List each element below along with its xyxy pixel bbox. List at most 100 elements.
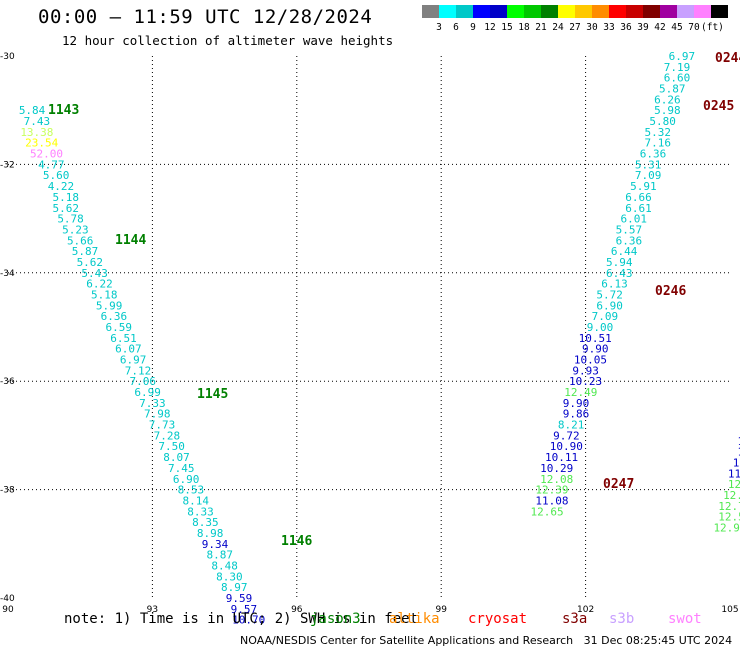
legend-swatch xyxy=(660,5,677,18)
legend-swatch xyxy=(473,5,490,18)
legend-swatch xyxy=(694,5,711,18)
y-tick-label: -36 xyxy=(0,377,15,387)
swh-value: 12.65 xyxy=(531,505,564,518)
swh-value: 7.06 xyxy=(130,375,157,388)
swh-value: 7.98 xyxy=(144,408,171,421)
swh-value: 10.29 xyxy=(540,462,573,475)
swh-value: 6.44 xyxy=(611,245,638,258)
swh-value: 12.55 xyxy=(723,489,740,502)
swh-value: 6.60 xyxy=(664,72,691,85)
swh-value: 10.50 xyxy=(738,435,740,448)
pass-time-label: 1146 xyxy=(281,534,312,549)
swh-value: 8.30 xyxy=(216,570,243,583)
swh-value: 5.99 xyxy=(96,299,123,312)
swh-value: 5.78 xyxy=(57,213,84,226)
legend-swatch xyxy=(456,5,473,18)
swh-value: 6.59 xyxy=(105,321,132,334)
swh-value: 8.33 xyxy=(187,505,214,518)
swh-value: 9.86 xyxy=(563,408,590,421)
swh-value: 5.98 xyxy=(654,104,681,117)
y-tick-label: -38 xyxy=(0,486,15,496)
swh-value: 10.11 xyxy=(545,451,578,464)
pass-time-label: 0245 xyxy=(703,99,734,114)
swh-value: 4.22 xyxy=(48,180,75,193)
swh-value: 8.98 xyxy=(197,527,224,540)
swh-value: 8.21 xyxy=(558,419,585,432)
satellite-label-altika: altika xyxy=(389,611,440,627)
satellite-label-s3b: s3b xyxy=(609,611,635,627)
swh-value: 7.16 xyxy=(645,137,672,150)
subtitle: 12 hour collection of altimeter wave hei… xyxy=(62,33,394,48)
satellite-label-cryosat: cryosat xyxy=(468,611,528,627)
swh-value: 10.90 xyxy=(550,440,583,453)
swh-value: 6.61 xyxy=(625,202,652,215)
swh-value: 7.28 xyxy=(154,429,181,442)
y-tick-label: -40 xyxy=(0,594,15,604)
swh-value: 7.45 xyxy=(168,462,195,475)
swh-value: 5.62 xyxy=(53,202,80,215)
swh-value: 6.90 xyxy=(173,473,200,486)
swh-value: 6.51 xyxy=(110,332,137,345)
y-tick-label: -30 xyxy=(0,52,15,62)
swh-value: 6.36 xyxy=(101,310,128,323)
legend-swatch xyxy=(592,5,609,18)
legend-label: 70 xyxy=(688,22,700,33)
swh-value: 10.70 xyxy=(232,614,265,627)
satellite-label-s3a: s3a xyxy=(562,611,588,627)
swh-value: 5.80 xyxy=(649,115,676,128)
legend-swatch xyxy=(558,5,575,18)
swh-value: 6.90 xyxy=(596,299,623,312)
legend-swatch xyxy=(541,5,558,18)
legend-swatch xyxy=(677,5,694,18)
swh-value: 6.22 xyxy=(86,278,113,291)
legend-label: 9 xyxy=(470,22,476,33)
swh-value: 4.77 xyxy=(38,158,65,171)
swh-value: 8.35 xyxy=(192,516,219,529)
swh-value: 5.94 xyxy=(606,256,633,269)
swh-value: 5.84 xyxy=(19,104,46,117)
swh-value: 9.90 xyxy=(582,343,609,356)
swh-value: 6.99 xyxy=(134,386,161,399)
swh-value: 5.23 xyxy=(62,223,89,236)
swh-value: 23.54 xyxy=(25,137,58,150)
swh-value: 9.93 xyxy=(572,364,599,377)
swh-value: 5.32 xyxy=(645,126,672,139)
swh-value: 6.07 xyxy=(115,343,142,356)
note-text: note: 1) Time is in UTC; 2) SWH is in fe… xyxy=(64,611,419,627)
legend-swatch xyxy=(439,5,456,18)
legend-label: 33 xyxy=(603,22,615,33)
swh-value: 12.97 xyxy=(713,522,740,535)
legend-label: 3 xyxy=(436,22,442,33)
x-tick-label: 96 xyxy=(291,605,303,615)
legend-label: 30 xyxy=(586,22,598,33)
swh-value: 6.97 xyxy=(669,50,696,63)
pass-time-label: 1143 xyxy=(48,103,79,118)
legend-swatch xyxy=(507,5,524,18)
y-tick-label: -34 xyxy=(0,269,15,279)
swh-value: 5.62 xyxy=(77,256,104,269)
swh-value: 5.31 xyxy=(635,158,662,171)
swh-value: 7.19 xyxy=(664,61,691,74)
swh-value: 6.26 xyxy=(654,93,681,106)
swh-value: 8.53 xyxy=(178,484,205,497)
swh-value: 12.39 xyxy=(535,484,568,497)
swh-value: 11.08 xyxy=(535,494,568,507)
swh-value: 9.34 xyxy=(202,538,229,551)
swh-value: 8.07 xyxy=(163,451,190,464)
swh-value: 7.09 xyxy=(592,310,619,323)
legend-swatch xyxy=(422,5,439,18)
x-tick-label: 105 xyxy=(721,605,738,615)
swh-value: 6.66 xyxy=(625,191,652,204)
swh-value: 9.72 xyxy=(553,429,580,442)
swh-value: 11.31 xyxy=(738,446,740,459)
swh-value: 6.36 xyxy=(616,234,643,247)
swh-value: 5.60 xyxy=(43,169,70,182)
swh-value: 6.36 xyxy=(640,148,667,161)
swh-value: 5.72 xyxy=(596,288,623,301)
pass-time-label: 0244 xyxy=(715,51,740,66)
swh-value: 9.00 xyxy=(587,321,614,334)
x-tick-label: 90 xyxy=(2,605,14,615)
swh-value: 7.50 xyxy=(158,440,185,453)
y-tick-label: -32 xyxy=(0,160,15,170)
satellite-label-jason3: jason3 xyxy=(310,611,361,627)
